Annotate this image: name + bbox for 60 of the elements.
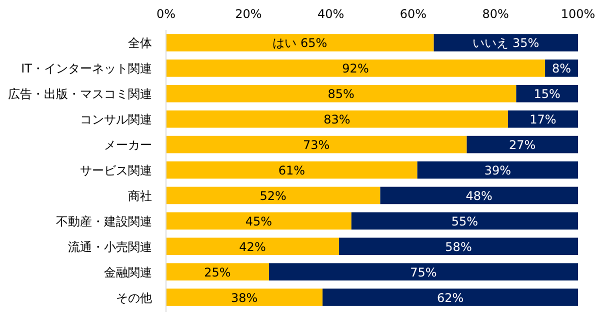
data-label: 92% xyxy=(342,62,369,76)
data-label: 52% xyxy=(260,188,286,203)
bar xyxy=(466,136,578,154)
bar xyxy=(166,212,352,230)
x-tick-label: 40% xyxy=(317,7,344,21)
data-label: 25% xyxy=(204,265,231,280)
bar xyxy=(322,288,578,306)
y-tick-label: 広告・出版・マスコミ関連 xyxy=(8,87,152,102)
bar xyxy=(166,186,380,204)
bar xyxy=(166,288,323,306)
bar xyxy=(339,238,578,256)
y-tick-label: メーカー xyxy=(104,138,152,152)
bar xyxy=(269,263,578,280)
data-label: 8% xyxy=(552,62,572,76)
data-label: 85% xyxy=(328,87,354,102)
data-label: 39% xyxy=(484,164,511,178)
text: いいえ 35% xyxy=(472,36,540,50)
y-tick-label: 金融関連 xyxy=(104,265,152,280)
x-tick-label: 100% xyxy=(560,7,596,21)
y-tick-label: IT・インターネット関連 xyxy=(21,62,152,76)
data-label: 17% xyxy=(530,112,556,127)
y-tick-label: 流通・小売関連 xyxy=(68,240,152,254)
y-tick-label: その他 xyxy=(116,290,152,305)
data-label: 61% xyxy=(278,164,305,178)
data-label: 27% xyxy=(509,138,536,152)
data-label: 73% xyxy=(303,138,330,152)
bar xyxy=(417,161,578,179)
bar xyxy=(351,212,578,230)
bar xyxy=(166,110,508,128)
data-label: 62% xyxy=(436,290,464,305)
bar xyxy=(434,34,578,52)
data-label: 58% xyxy=(445,240,472,254)
bar xyxy=(508,110,578,128)
data-label: 38% xyxy=(230,290,258,305)
data-label: 15% xyxy=(534,87,560,102)
bar xyxy=(166,263,269,280)
x-tick-label: 20% xyxy=(235,7,262,21)
bar xyxy=(166,238,340,256)
bar xyxy=(166,84,516,102)
data-label: 48% xyxy=(466,188,492,203)
x-tick-label: 80% xyxy=(482,7,509,21)
data-label: 75% xyxy=(410,265,437,280)
bar xyxy=(516,84,578,102)
bar xyxy=(166,136,467,154)
y-tick-label: サービス関連 xyxy=(80,164,152,178)
bar xyxy=(166,34,434,52)
data-label: 55% xyxy=(451,214,478,228)
bar xyxy=(380,186,578,204)
data-label: 45% xyxy=(245,214,272,228)
y-tick-label: 商社 xyxy=(128,188,152,203)
x-tick-label: 0% xyxy=(156,7,176,21)
data-label: 83% xyxy=(324,112,350,127)
y-tick-label: コンサル関連 xyxy=(80,112,152,127)
bar xyxy=(166,161,418,179)
y-tick-label: 不動産・建設関連 xyxy=(56,214,152,228)
y-tick-label: 全体 xyxy=(128,36,152,50)
x-tick-label: 60% xyxy=(400,7,427,21)
text: はい 65% xyxy=(272,36,328,50)
bar xyxy=(166,60,546,77)
data-label: 42% xyxy=(239,240,266,254)
